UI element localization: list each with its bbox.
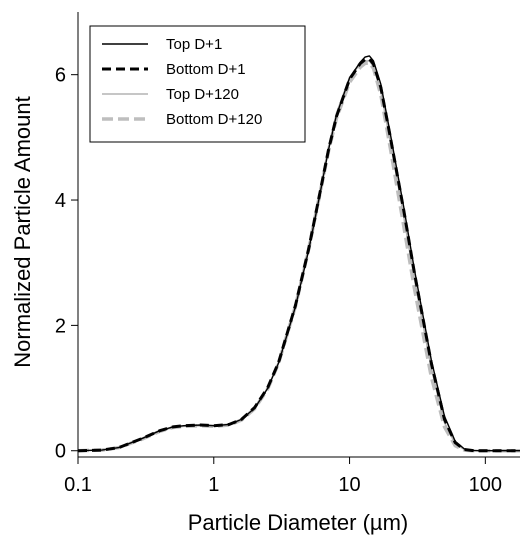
legend-label: Bottom D+1 xyxy=(166,61,246,78)
x-axis-title: Particle Diameter (µm) xyxy=(188,510,408,535)
legend-label: Bottom D+120 xyxy=(166,111,262,128)
series-lines xyxy=(77,55,520,453)
x-tick-label: 1 xyxy=(208,474,219,496)
y-tick-label: 2 xyxy=(55,315,66,337)
y-tick-label: 6 xyxy=(55,65,66,87)
legend-label: Top D+120 xyxy=(166,86,239,103)
series-line-top-d-1 xyxy=(77,55,520,452)
x-tick-label: 0.1 xyxy=(64,474,92,496)
legend-label: Top D+1 xyxy=(166,36,222,53)
y-tick-label: 0 xyxy=(55,441,66,463)
x-tick-label: 100 xyxy=(469,474,502,496)
x-tick-label: 10 xyxy=(338,474,360,496)
legend-box xyxy=(89,25,306,143)
axes: 0.1 1 10 100 0 2 4 6 xyxy=(55,12,520,496)
legend: Top D+1 Bottom D+1 Top D+120 Bottom D+120 xyxy=(89,25,306,143)
y-axis-title: Normalized Particle Amount xyxy=(10,96,35,367)
y-tick-label: 4 xyxy=(55,190,66,212)
